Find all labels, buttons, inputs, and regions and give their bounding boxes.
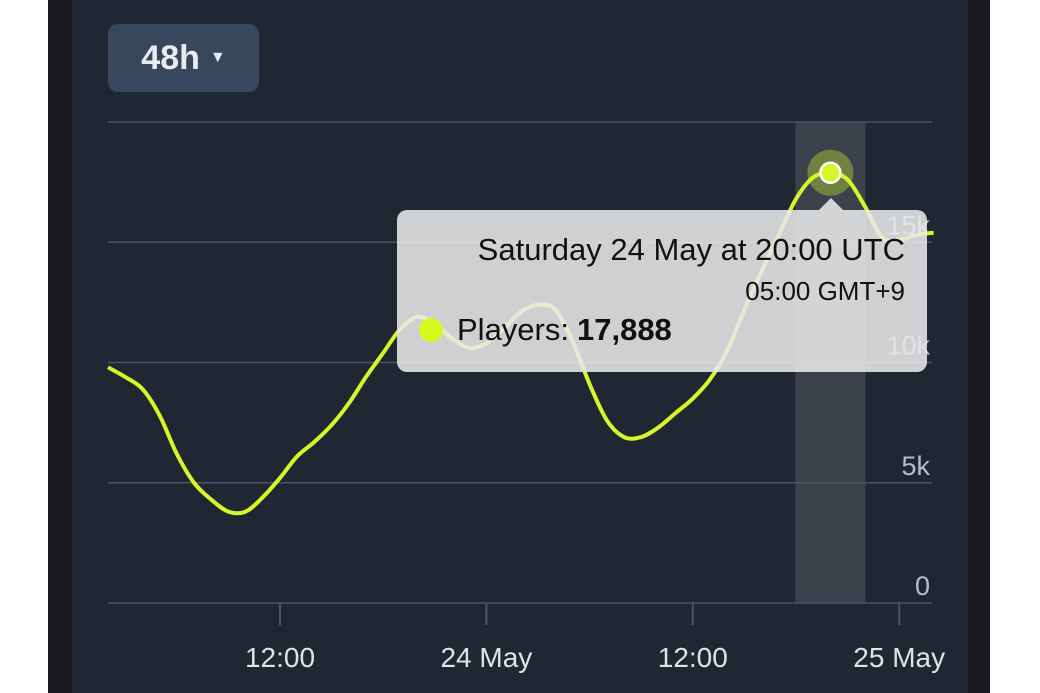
- x-tick-label: 24 May: [440, 642, 532, 673]
- tooltip-subtitle: 05:00 GMT+9: [745, 276, 905, 306]
- x-tick-label: 25 May: [853, 642, 945, 673]
- tooltip-series-row: Players: 17,888: [419, 312, 672, 348]
- range-label: 48h: [141, 38, 200, 77]
- hover-point: [819, 161, 842, 185]
- y-tick-label: 5k: [901, 451, 930, 481]
- y-tick-label: 0: [915, 571, 930, 601]
- tooltip-series-label: Players:: [457, 312, 569, 347]
- series-dot-icon: [419, 318, 443, 342]
- tooltip-value: 17,888: [576, 312, 672, 347]
- x-tick-label: 12:00: [658, 642, 728, 673]
- caret-down-icon: ▼: [209, 49, 226, 66]
- tooltip-title: Saturday 24 May at 20:00 UTC: [477, 232, 905, 267]
- chart-tooltip: Saturday 24 May at 20:00 UTC 05:00 GMT+9…: [397, 198, 927, 372]
- range-selector-button[interactable]: 48h ▼: [108, 24, 259, 92]
- x-tick-label: 12:00: [245, 642, 315, 673]
